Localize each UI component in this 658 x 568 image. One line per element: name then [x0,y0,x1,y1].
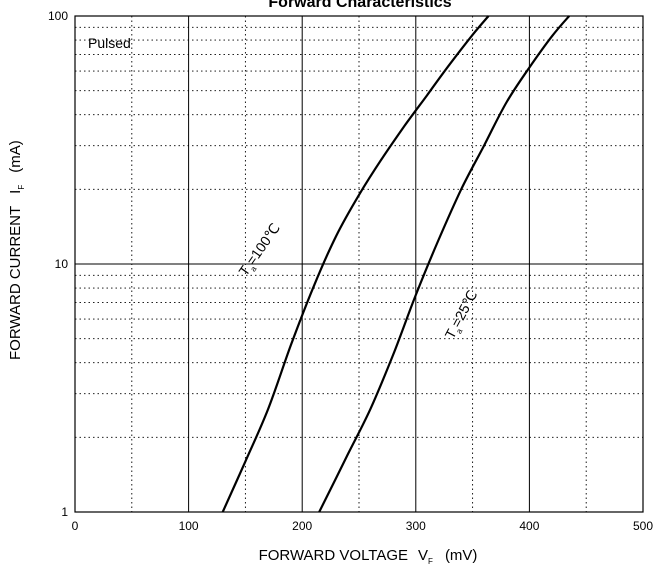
y-tick-label: 1 [61,505,68,519]
series-label-ta-100: Ta=100℃ [235,220,285,280]
x-axis-subscript: F [428,557,433,566]
chart-title: Forward Characteristics [268,0,451,11]
x-tick-label: 100 [179,519,199,533]
x-tick-label: 400 [519,519,539,533]
y-tick-label: 10 [55,257,69,271]
x-tick-label: 300 [406,519,426,533]
x-axis-unit: (mV) [445,547,478,564]
series-label-ta-100-value: =100℃ [243,220,283,268]
y-axis-label: FORWARD CURRENT [7,206,24,360]
x-tick-labels: 0 100 200 300 400 500 [72,519,654,533]
series-label-ta-25-value: =25℃ [448,288,481,330]
series-label-ta-100-subscript: a [248,264,258,273]
series-line-ta-100 [221,15,490,513]
x-axis-label: FORWARD VOLTAGE [259,547,408,564]
y-axis-unit: (mA) [7,140,24,173]
series-label-ta-25: Ta=25℃ [442,288,483,343]
y-tick-labels: 1 10 100 [48,9,68,519]
y-axis-subscript: F [17,185,26,190]
pulsed-annotation: Pulsed [88,35,131,51]
series-label-ta-25-subscript: a [454,327,464,336]
plot-frame [74,15,644,513]
x-tick-label: 0 [72,519,79,533]
x-tick-label: 500 [633,519,653,533]
x-axis-title: FORWARD VOLTAGE VF (mV) [259,547,478,566]
grid [75,16,643,512]
x-axis-symbol: V [418,547,428,564]
curves [221,15,571,513]
series-line-ta-25 [318,15,571,513]
y-axis-title: FORWARD CURRENT IF (mA) [7,140,26,360]
y-tick-label: 100 [48,9,68,23]
y-axis-symbol: I [7,190,24,194]
x-tick-label: 200 [292,519,312,533]
